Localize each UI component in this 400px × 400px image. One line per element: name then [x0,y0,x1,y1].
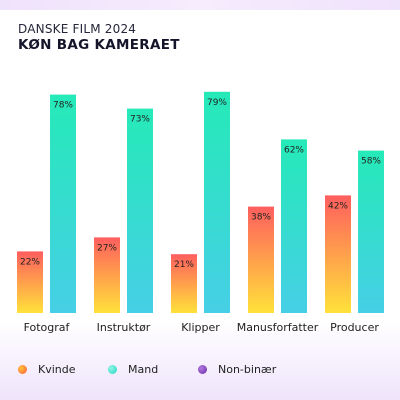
legend-item-nonbinaer: Non-binær [198,360,276,378]
bar-mand-klipper [204,91,230,313]
top-accent-bar [0,0,400,10]
x-tick-label-klipper: Klipper [181,321,220,334]
bar-kvinde-producer [325,195,351,313]
bar-kvinde-instrukt-r [94,237,120,313]
value-label-kvinde-klipper: 21% [174,260,194,270]
legend-label-nonbinaer: Non-binær [218,362,277,376]
x-tick-label-manusforfatter: Manusforfatter [237,321,319,334]
bar-mand-fotograf [50,94,76,313]
bar-kvinde-manusforfatter [248,206,274,313]
bar-mand-manusforfatter [281,139,307,313]
legend-item-mand: Mand [108,360,158,378]
x-tick-label-instrukt-r: Instruktør [97,321,151,334]
value-label-mand-manusforfatter: 62% [284,145,304,155]
chart-subtitle: DANSKE FILM 2024 [18,22,137,36]
legend-label-mand: Mand [128,362,159,376]
value-label-mand-klipper: 79% [207,98,227,108]
value-label-kvinde-manusforfatter: 38% [251,213,271,223]
legend-swatch-nonbinaer [198,364,207,374]
x-tick-label-fotograf: Fotograf [24,321,71,334]
chart-header: DANSKE FILM 2024 KØN BAG KAMERAET [18,22,180,54]
bar-kvinde-klipper [171,254,197,313]
x-axis-labels: Fotograf Instruktør Klipper Manusforfatter P… [24,321,380,334]
value-label-mand-fotograf: 78% [53,101,73,111]
bar-kvinde-fotograf [17,251,43,313]
legend-item-kvinde: Kvinde [18,360,76,378]
legend-label-kvinde: Kvinde [38,362,76,376]
legend-swatch-kvinde [18,364,27,374]
bars-group: 22% 78% 27% 73% 21% 79% 38% 62% 42% 58% [17,91,384,313]
bar-mand-producer [358,150,384,313]
legend: Kvinde Mand Non-binær [0,360,400,380]
x-tick-label-producer: Producer [330,321,379,334]
value-label-mand-instrukt-r: 73% [130,115,150,125]
value-label-kvinde-fotograf: 22% [20,257,40,267]
bar-mand-instrukt-r [127,108,153,313]
value-label-mand-producer: 58% [361,157,381,167]
chart-title: KØN BAG KAMERAET [18,37,180,53]
legend-swatch-mand [108,364,117,374]
value-label-kvinde-instrukt-r: 27% [97,243,117,253]
value-label-kvinde-producer: 42% [328,201,348,211]
